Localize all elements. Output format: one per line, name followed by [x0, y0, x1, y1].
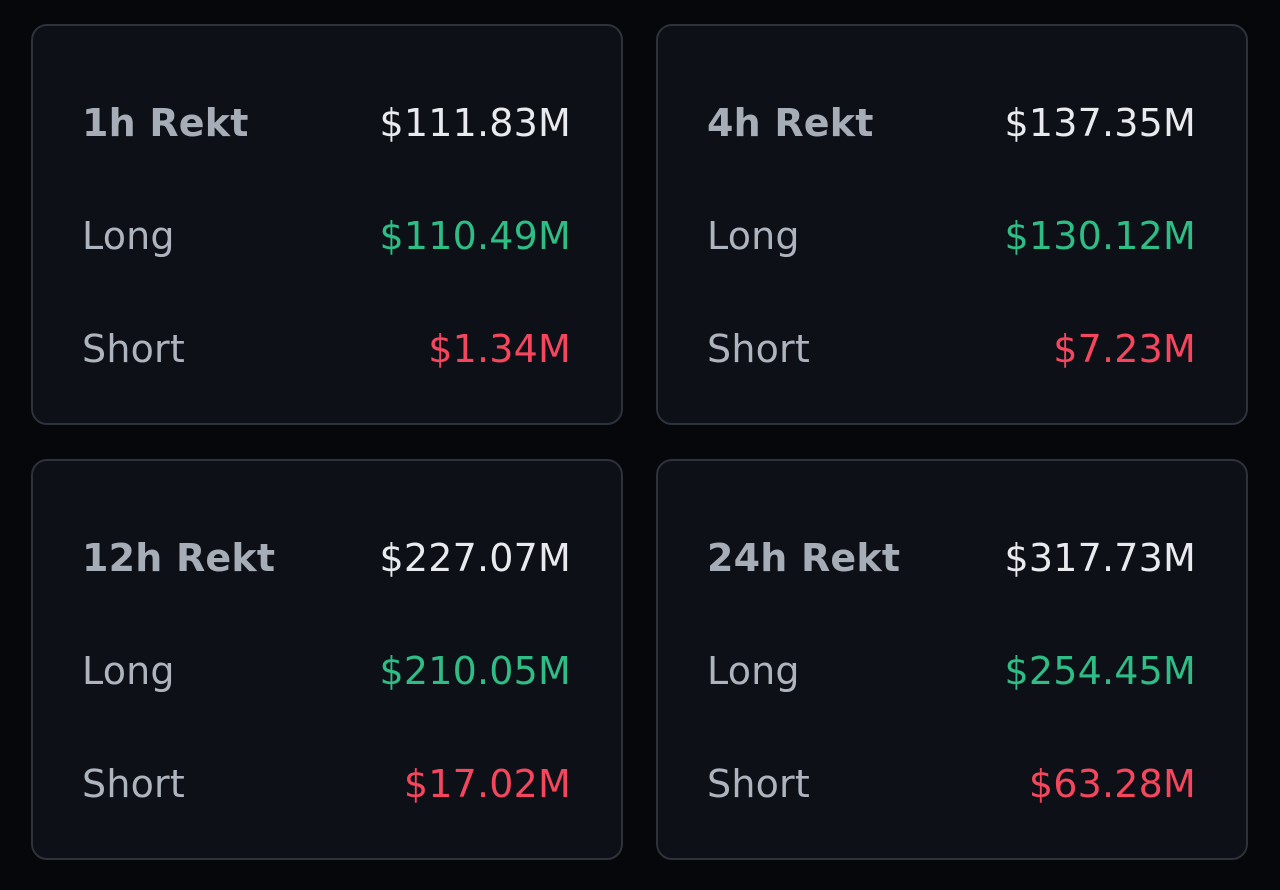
- long-label: Long: [707, 649, 800, 693]
- short-label: Short: [82, 327, 185, 371]
- card-title: 24h Rekt: [707, 536, 901, 580]
- short-row: Short $17.02M: [82, 759, 571, 809]
- long-label: Long: [707, 214, 800, 258]
- long-row: Long $130.12M: [707, 211, 1196, 261]
- long-value: $210.05M: [379, 649, 571, 693]
- short-value: $63.28M: [1028, 762, 1196, 806]
- card-title: 12h Rekt: [82, 536, 276, 580]
- short-label: Short: [707, 327, 810, 371]
- total-row: 24h Rekt $317.73M: [707, 533, 1196, 583]
- total-row: 12h Rekt $227.07M: [82, 533, 571, 583]
- long-row: Long $210.05M: [82, 646, 571, 696]
- long-label: Long: [82, 649, 175, 693]
- rekt-card-1h: 1h Rekt $111.83M Long $110.49M Short $1.…: [31, 24, 623, 425]
- long-value: $254.45M: [1004, 649, 1196, 693]
- total-value: $227.07M: [379, 536, 571, 580]
- short-row: Short $1.34M: [82, 324, 571, 374]
- long-row: Long $254.45M: [707, 646, 1196, 696]
- short-row: Short $7.23M: [707, 324, 1196, 374]
- long-label: Long: [82, 214, 175, 258]
- short-value: $1.34M: [428, 327, 571, 371]
- total-value: $137.35M: [1004, 101, 1196, 145]
- rekt-card-24h: 24h Rekt $317.73M Long $254.45M Short $6…: [656, 459, 1248, 860]
- rekt-card-12h: 12h Rekt $227.07M Long $210.05M Short $1…: [31, 459, 623, 860]
- short-label: Short: [82, 762, 185, 806]
- short-row: Short $63.28M: [707, 759, 1196, 809]
- card-title: 4h Rekt: [707, 101, 874, 145]
- total-row: 4h Rekt $137.35M: [707, 98, 1196, 148]
- long-value: $110.49M: [379, 214, 571, 258]
- short-value: $7.23M: [1053, 327, 1196, 371]
- short-label: Short: [707, 762, 810, 806]
- long-row: Long $110.49M: [82, 211, 571, 261]
- short-value: $17.02M: [403, 762, 571, 806]
- total-value: $317.73M: [1004, 536, 1196, 580]
- total-row: 1h Rekt $111.83M: [82, 98, 571, 148]
- card-title: 1h Rekt: [82, 101, 249, 145]
- total-value: $111.83M: [379, 101, 571, 145]
- long-value: $130.12M: [1004, 214, 1196, 258]
- rekt-card-4h: 4h Rekt $137.35M Long $130.12M Short $7.…: [656, 24, 1248, 425]
